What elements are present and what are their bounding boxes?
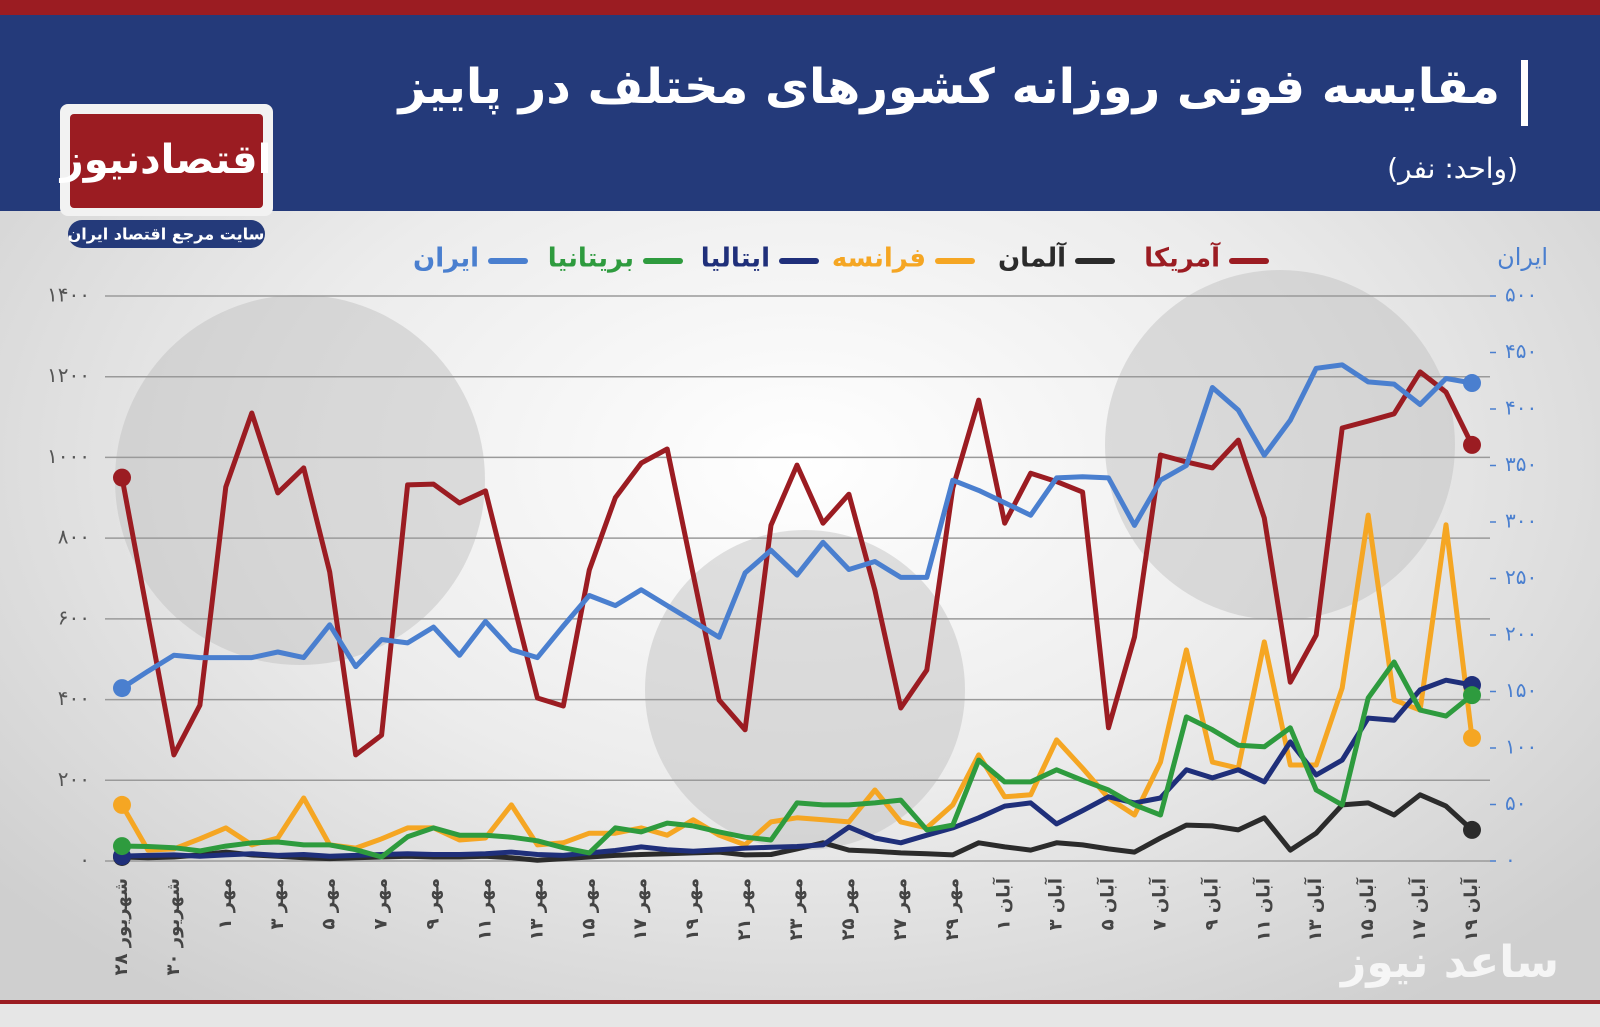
x-tick-label: ۹ آبان [1199, 877, 1222, 930]
x-tick-label: ۱ مهر [215, 878, 236, 930]
series-line [120, 362, 1473, 691]
legend-label: فرانسه [832, 244, 926, 274]
y2-tick-label: ۵۰ [1505, 791, 1526, 815]
y2-tick-label: ۱۵۰ [1505, 678, 1537, 702]
y-tick-label: ۶۰۰ [58, 605, 90, 629]
logo-name: اقتصادنیوز [59, 137, 272, 183]
x-tick-label: ۲۹ مهر [942, 878, 963, 940]
legend-label: ایران [413, 244, 479, 274]
y2-axis-label: ایران [1497, 243, 1548, 271]
legend-label: بریتانیا [548, 244, 634, 274]
y2-tick-label: ۳۰۰ [1505, 509, 1537, 533]
x-tick-label: ۱۹ آبان [1459, 877, 1482, 941]
y2-tick-label: ۵۰۰ [1505, 283, 1537, 307]
end-dot [1463, 820, 1481, 839]
end-dot [1463, 374, 1481, 393]
title: مقایسه فوتی روزانه کشورهای مختلف در پایی… [396, 59, 1500, 115]
end-dot [113, 837, 131, 856]
end-dot [1463, 686, 1481, 705]
x-tick-label: ۲۱ مهر [734, 878, 755, 940]
series-line [121, 677, 1473, 859]
x-tick-label: ۱۳ مهر [526, 878, 547, 940]
x-tick-label: ۱۳ آبان [1303, 877, 1326, 941]
series-line [121, 659, 1474, 860]
y-tick-label: ۱۴۰۰ [47, 283, 90, 307]
x-tick-label: ۱۱ آبان [1251, 877, 1274, 941]
x-tick-label: ۳ آبان [1044, 877, 1067, 930]
logo-box [70, 114, 263, 208]
y2-tick-label: ۲۰۰ [1505, 622, 1537, 646]
x-tick-label: ۱۷ مهر [630, 878, 651, 940]
x-tick-label: ۱۵ آبان [1355, 877, 1378, 941]
subtitle: (واحد: نفر) [1387, 152, 1518, 185]
y2-tick-label: ۴۰۰ [1505, 396, 1537, 420]
legend-label: ایتالیا [701, 244, 770, 274]
x-tick-label: ۳ مهر [267, 878, 288, 930]
end-dot [1463, 728, 1481, 747]
logo-tagline-box [68, 220, 265, 248]
x-tick-label: ۲۵ مهر [838, 878, 859, 940]
x-tick-label: ۲۸ شهریور [111, 878, 132, 975]
legend-label: آمریکا [1144, 242, 1221, 274]
x-tick-label: ۲۷ مهر [890, 878, 911, 940]
x-tick-label: ۱ آبان [992, 877, 1015, 930]
y2-tick-label: ۴۵۰ [1505, 339, 1537, 363]
x-tick-label: ۱۹ مهر [682, 878, 703, 940]
end-dot [1463, 435, 1481, 454]
x-tick-label: ۷ مهر [371, 878, 392, 930]
end-dot [113, 679, 131, 698]
x-tick-label: ۱۱ مهر [474, 878, 495, 940]
legend-label: آلمان [998, 242, 1067, 274]
x-tick-label: ۱۷ آبان [1407, 877, 1430, 941]
x-tick-label: ۱۵ مهر [578, 878, 599, 940]
x-tick-label: ۷ آبان [1147, 877, 1170, 930]
y-tick-label: ۲۰۰ [58, 767, 90, 791]
y2-tick-label: ۱۰۰ [1505, 735, 1537, 759]
y-tick-label: ۱۲۰۰ [47, 363, 90, 387]
x-tick-label: ۳۰ شهریور [163, 878, 184, 975]
footer [0, 1000, 1600, 1027]
x-tick-label: ۵ آبان [1096, 877, 1119, 930]
y-tick-label: ۸۰۰ [58, 525, 90, 549]
end-dot [113, 468, 131, 487]
x-tick-label: ۹ مهر [423, 878, 444, 930]
y2-tick-label: ۳۵۰ [1505, 452, 1537, 476]
x-tick-label: ۵ مهر [319, 878, 340, 930]
y-tick-label: ۰ [79, 848, 90, 872]
end-dot [113, 795, 131, 814]
y-tick-label: ۴۰۰ [58, 686, 90, 710]
y2-tick-label: ۰ [1505, 848, 1516, 872]
y2-tick-label: ۲۵۰ [1505, 565, 1537, 589]
bottom-stripe [0, 1000, 1600, 1004]
title-bar [1521, 60, 1528, 126]
x-tick-label: ۲۳ مهر [786, 878, 807, 940]
logo-tagline: سایت مرجع اقتصاد ایران [68, 225, 265, 244]
y-tick-label: ۱۰۰۰ [47, 444, 90, 468]
top-stripe [0, 0, 1600, 15]
watermark: ساعد نیوز [1339, 937, 1559, 988]
series-line [119, 369, 1475, 758]
